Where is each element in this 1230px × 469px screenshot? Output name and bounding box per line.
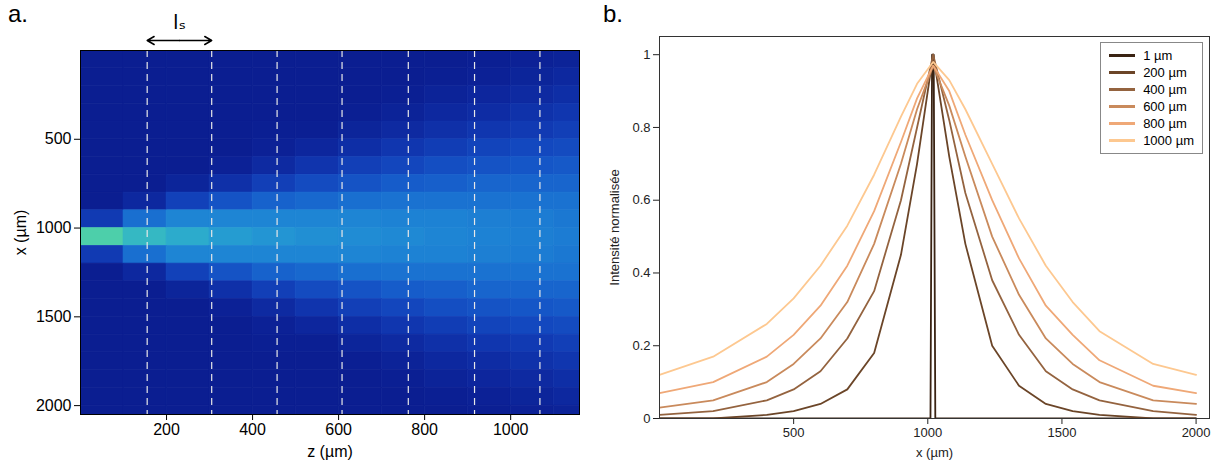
html-text:200 µm: 200 µm — [1143, 65, 1187, 80]
svg-text:200: 200 — [153, 421, 180, 438]
svg-text:x (µm): x (µm) — [12, 210, 29, 256]
html-text:600 µm: 600 µm — [1143, 99, 1187, 114]
html-text:a.: a. — [8, 0, 28, 27]
html-text:b.: b. — [603, 0, 623, 27]
svg-text:600: 600 — [325, 421, 352, 438]
svg-text:400: 400 — [239, 421, 266, 438]
svg-text:Intensité normalisée: Intensité normalisée — [607, 169, 622, 285]
svg-text:2000: 2000 — [36, 397, 72, 414]
svg-text:500: 500 — [45, 130, 72, 147]
svg-text:800: 800 — [411, 421, 438, 438]
svg-text:1500: 1500 — [36, 308, 72, 325]
svg-text:0: 0 — [643, 411, 650, 426]
svg-text:2000: 2000 — [1182, 425, 1211, 440]
svg-text:1000: 1000 — [36, 219, 72, 236]
svg-text:0.4: 0.4 — [632, 265, 650, 280]
svg-text:1000: 1000 — [493, 421, 529, 438]
html-text:1000 µm: 1000 µm — [1143, 133, 1194, 148]
svg-text:x (µm): x (µm) — [916, 445, 953, 460]
svg-text:1: 1 — [643, 47, 650, 62]
svg-text:lₛ: lₛ — [173, 10, 186, 34]
svg-text:0.2: 0.2 — [632, 338, 650, 353]
svg-text:500: 500 — [783, 425, 805, 440]
html-text:1 µm: 1 µm — [1143, 48, 1173, 63]
html-text:800 µm: 800 µm — [1143, 116, 1187, 131]
svg-text:1000: 1000 — [913, 425, 942, 440]
svg-text:0.8: 0.8 — [632, 120, 650, 135]
svg-text:z (µm): z (µm) — [307, 443, 353, 460]
svg-text:0.6: 0.6 — [632, 192, 650, 207]
html-text:400 µm: 400 µm — [1143, 82, 1187, 97]
svg-text:1500: 1500 — [1047, 425, 1076, 440]
